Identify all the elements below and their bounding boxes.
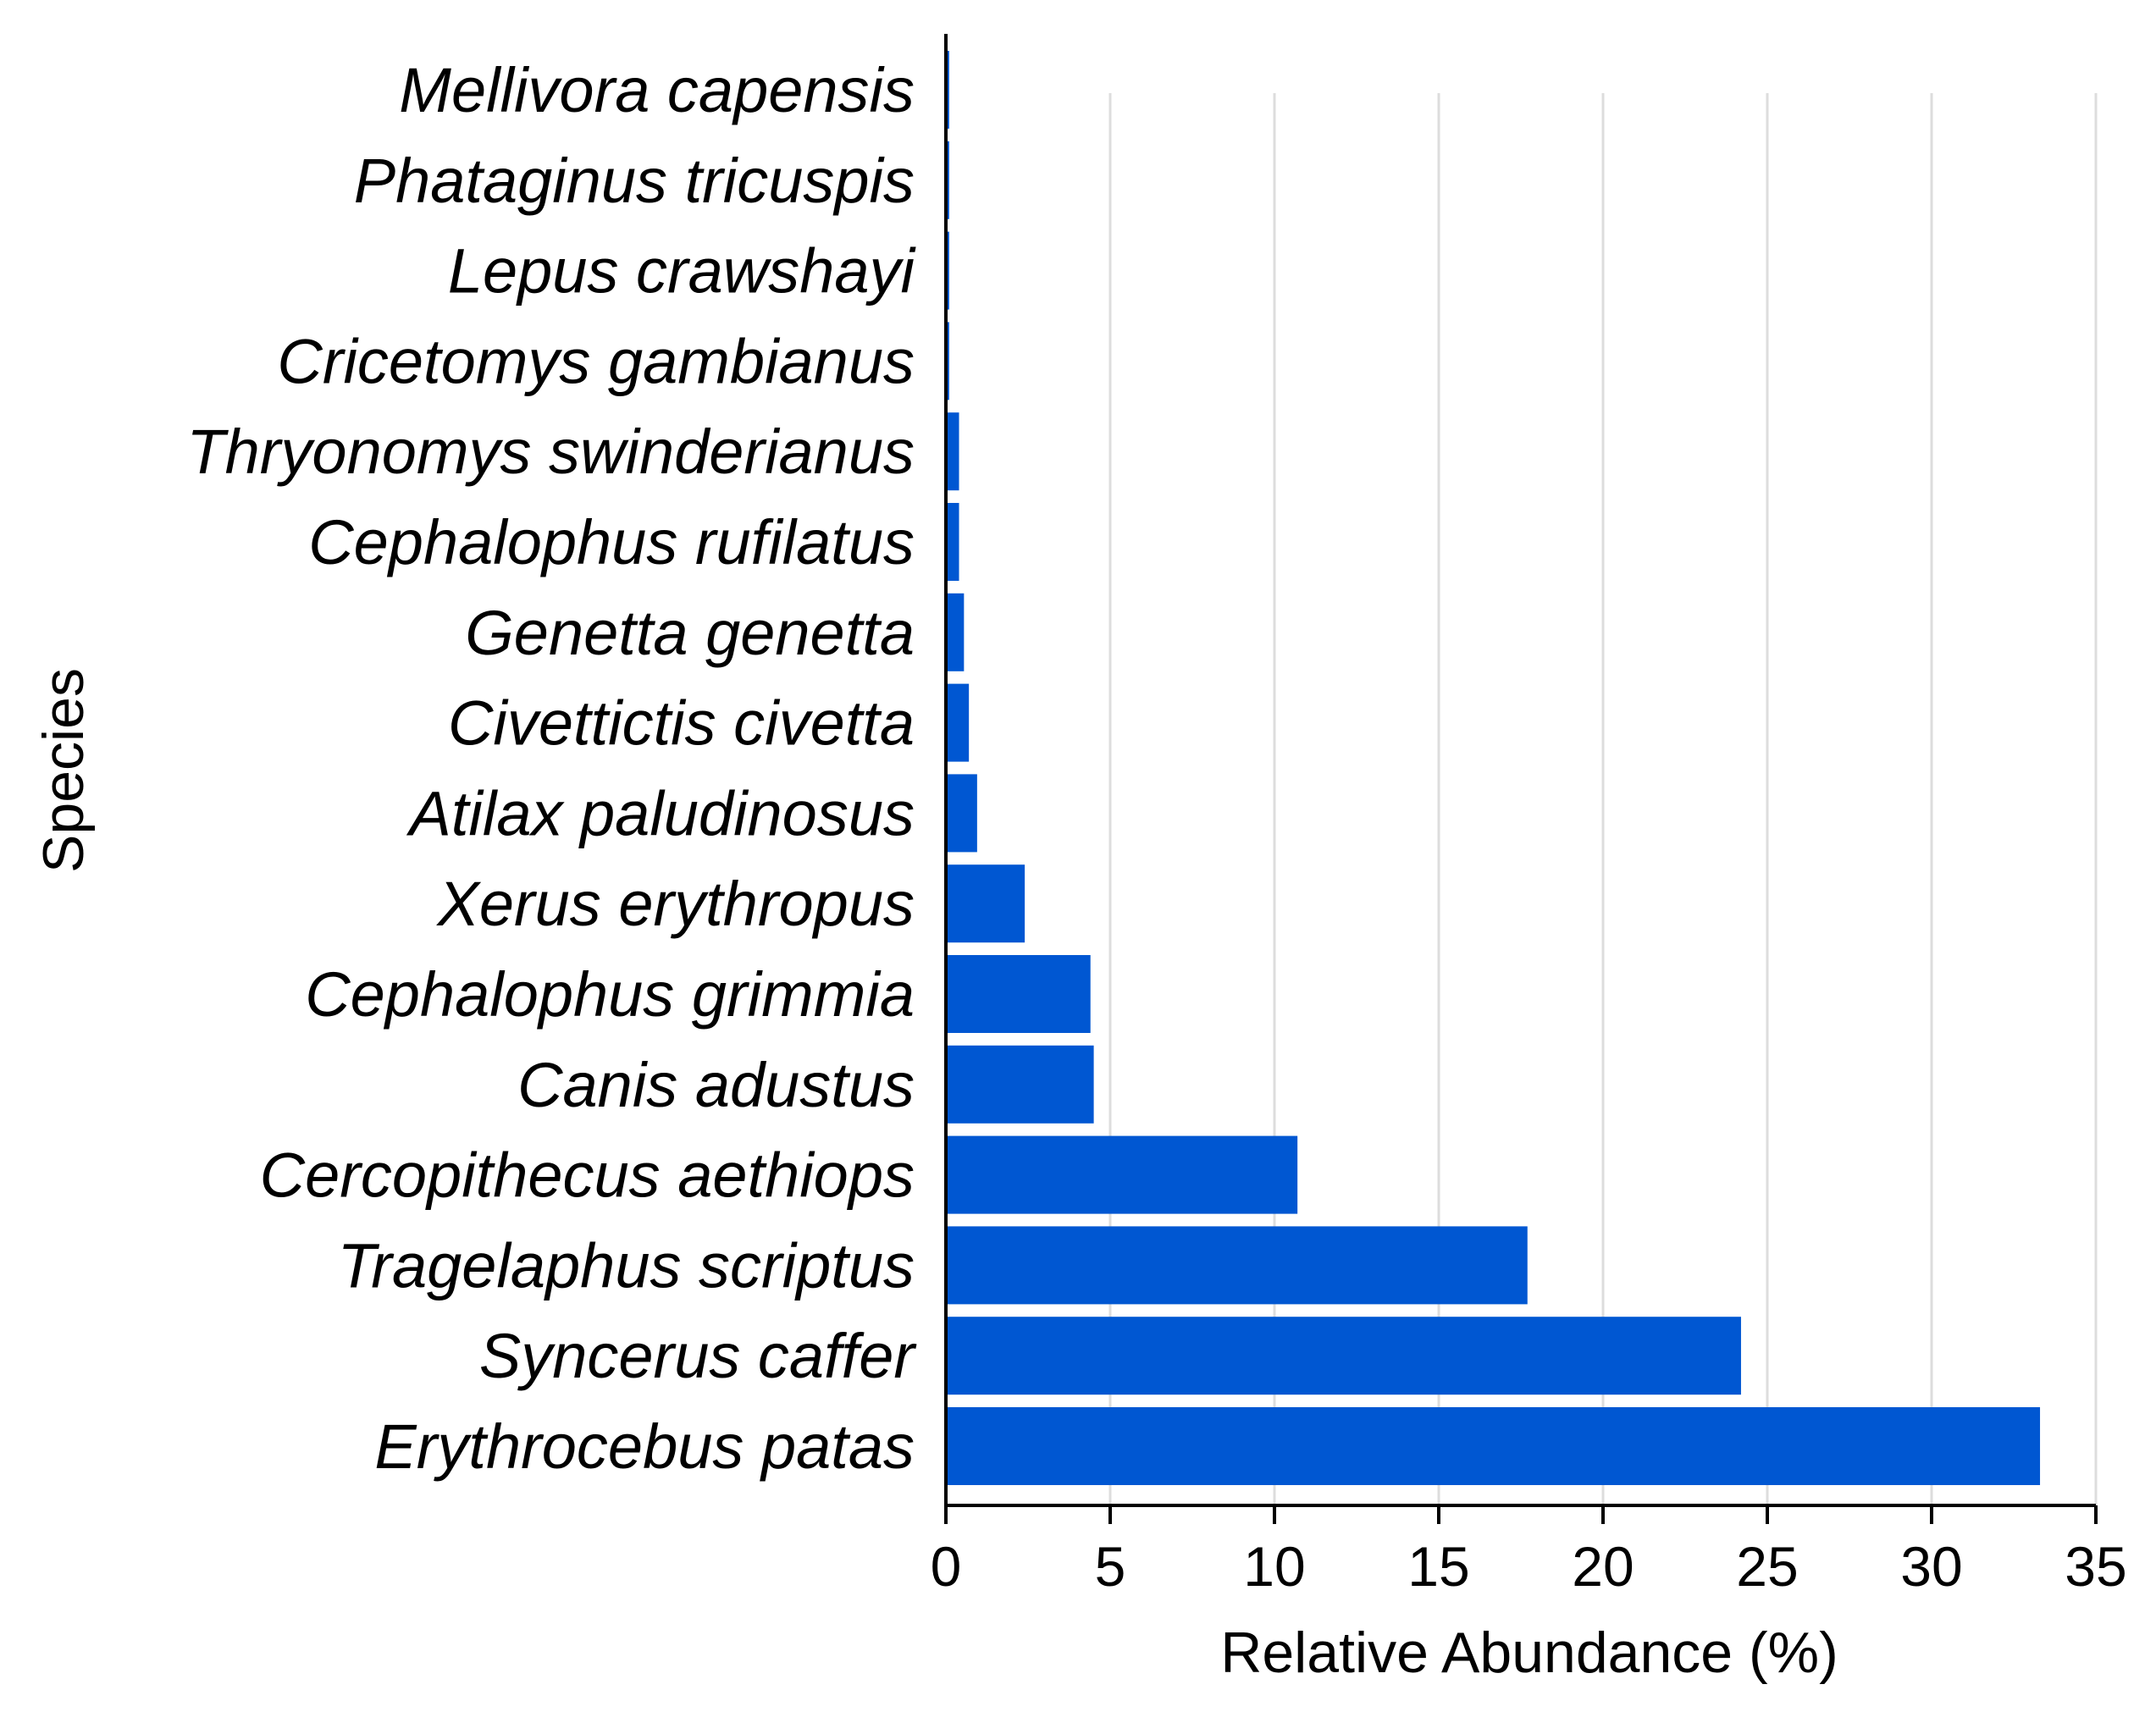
category-label: Cephalophus rufilatus [308,507,915,577]
category-label: Tragelaphus scriptus [338,1230,915,1301]
category-label: Lepus crawshayi [448,236,917,307]
x-tick-labels: 0 5 10 15 20 25 30 35 [931,1535,2127,1598]
x-tick-label: 10 [1243,1535,1305,1598]
bar [946,864,1025,943]
x-tick-label: 20 [1572,1535,1634,1598]
bar [946,955,1091,1033]
category-label: Xerus erythropus [436,869,915,939]
bar [946,1045,1094,1124]
category-label: Syncerus caffer [479,1321,917,1391]
bar [946,1407,2041,1485]
bar [946,412,959,491]
category-label: Thryonomys swinderianus [186,417,915,487]
category-label: Atilax paludinosus [406,778,915,848]
bar [946,683,970,762]
axis-layer [944,34,2098,1524]
bar-layer [946,51,2041,1485]
x-tick-label: 35 [2065,1535,2126,1598]
category-label: Cephalophus grimmia [305,959,915,1030]
category-label: Erythrocebus patas [374,1411,915,1482]
category-labels: Erythrocebus patas Syncerus caffer Tragela… [186,55,917,1482]
x-tick-label: 15 [1407,1535,1469,1598]
x-tick-label: 0 [931,1535,962,1598]
category-label: Civettictis civetta [448,688,915,759]
x-tick-label: 5 [1095,1535,1126,1598]
bar [946,1135,1298,1214]
bar [946,593,965,671]
bar [946,1317,1741,1395]
x-tick-label: 25 [1736,1535,1798,1598]
y-axis-title: Species [31,668,96,873]
bar [946,1226,1528,1305]
category-label: Mellivora capensis [399,55,915,125]
bar [946,503,959,581]
x-axis-title: Relative Abundance (%) [1220,1621,1838,1685]
category-label: Canis adustus [517,1050,915,1120]
category-label: Phataginus tricuspis [354,146,915,216]
category-label: Cercopithecus aethiops [260,1140,915,1211]
category-label: Genetta genetta [465,598,915,668]
x-tick-label: 30 [1900,1535,1962,1598]
category-label: Cricetomys gambianus [277,326,915,396]
grid-layer [1108,93,2098,1505]
bar [946,774,977,853]
